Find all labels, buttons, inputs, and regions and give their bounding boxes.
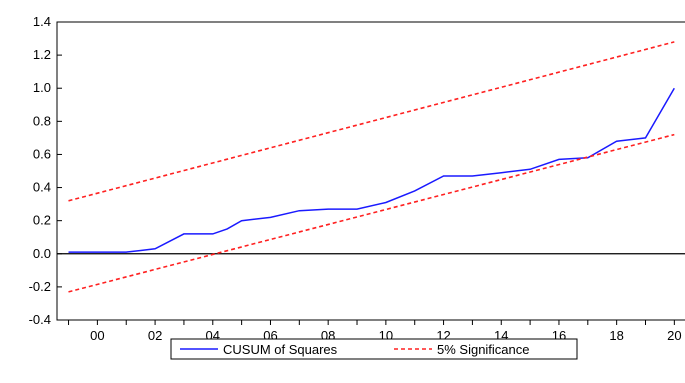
legend-box: [170, 338, 578, 360]
x-tick-label: 00: [90, 328, 104, 343]
x-tick-label: 20: [667, 328, 681, 343]
y-tick-label: -0.4: [29, 312, 51, 327]
y-tick-label: 0.8: [33, 113, 51, 128]
series-line-upper-bound: [68, 41, 675, 202]
y-tick-label: 0.6: [33, 146, 51, 161]
series-line-cusum: [68, 87, 675, 253]
y-tick-label: 1.4: [33, 14, 51, 29]
y-tick-label: 0.0: [33, 246, 51, 261]
y-tick-label: 0.4: [33, 180, 51, 195]
y-tick-label: 1.2: [33, 47, 51, 62]
y-tick-label: 0.2: [33, 213, 51, 228]
plot-area: -0.4-0.20.00.20.40.60.81.01.21.400 02 04 06…: [29, 14, 685, 343]
legend-label-cusum: CUSUM of Squares: [223, 342, 338, 357]
legend: CUSUM of Squares 5% Significance: [170, 338, 578, 360]
y-tick-label: -0.2: [29, 279, 51, 294]
series-line-lower-bound: [68, 133, 675, 293]
legend-label-significance: 5% Significance: [437, 342, 530, 357]
y-tick-label: 1.0: [33, 80, 51, 95]
x-tick-label: 18: [609, 328, 623, 343]
x-tick-label: 02: [148, 328, 162, 343]
plot-frame: [56, 21, 685, 321]
